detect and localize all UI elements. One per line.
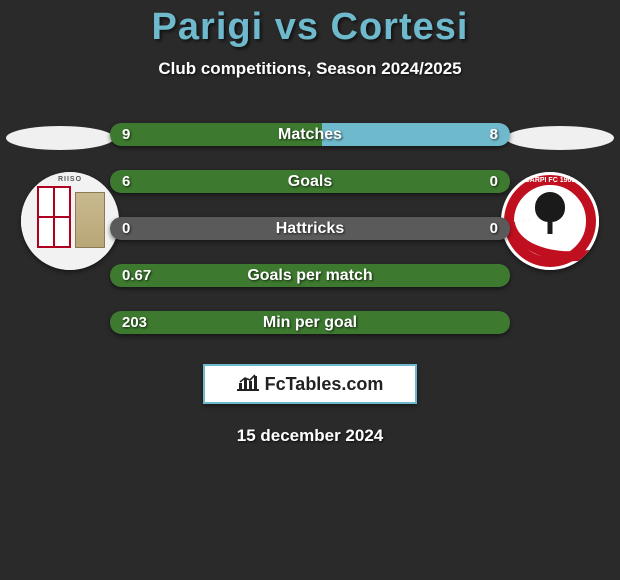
stat-label: Goals: [110, 170, 510, 193]
stat-row: Hattricks0 0: [110, 217, 510, 240]
stat-label: Min per goal: [110, 311, 510, 334]
stat-value-right: 0: [490, 170, 498, 193]
stat-row: Matches9 8: [110, 123, 510, 146]
chart-icon: [237, 373, 259, 396]
stat-value-left: 0: [122, 217, 130, 240]
stat-label: Hattricks: [110, 217, 510, 240]
stat-value-right: 8: [490, 123, 498, 146]
crest-left-tower-icon: [75, 192, 105, 248]
page-title: Parigi vs Cortesi: [0, 6, 620, 49]
stat-value-left: 203: [122, 311, 147, 334]
subtitle: Club competitions, Season 2024/2025: [0, 59, 620, 79]
ellipse-right: [506, 126, 614, 150]
ellipse-left: [6, 126, 114, 150]
stat-value-right: 0: [490, 217, 498, 240]
stat-row: Goals6 0: [110, 170, 510, 193]
stat-row: Goals per match0.67: [110, 264, 510, 287]
team-crest-right: CARPI FC 1909: [501, 172, 599, 270]
stat-value-left: 0.67: [122, 264, 151, 287]
stat-value-left: 6: [122, 170, 130, 193]
stat-row: Min per goal203: [110, 311, 510, 334]
stat-label: Goals per match: [110, 264, 510, 287]
team-crest-left: RIISO: [21, 172, 119, 270]
stat-value-left: 9: [122, 123, 130, 146]
crest-left-label: RIISO: [29, 176, 111, 183]
date-label: 15 december 2024: [0, 426, 620, 446]
crest-right-label: CARPI FC 1909: [501, 177, 599, 184]
brand-text: FcTables.com: [265, 374, 384, 395]
brand-badge[interactable]: FcTables.com: [203, 364, 417, 404]
crest-left-shield-icon: [37, 186, 71, 248]
stat-label: Matches: [110, 123, 510, 146]
